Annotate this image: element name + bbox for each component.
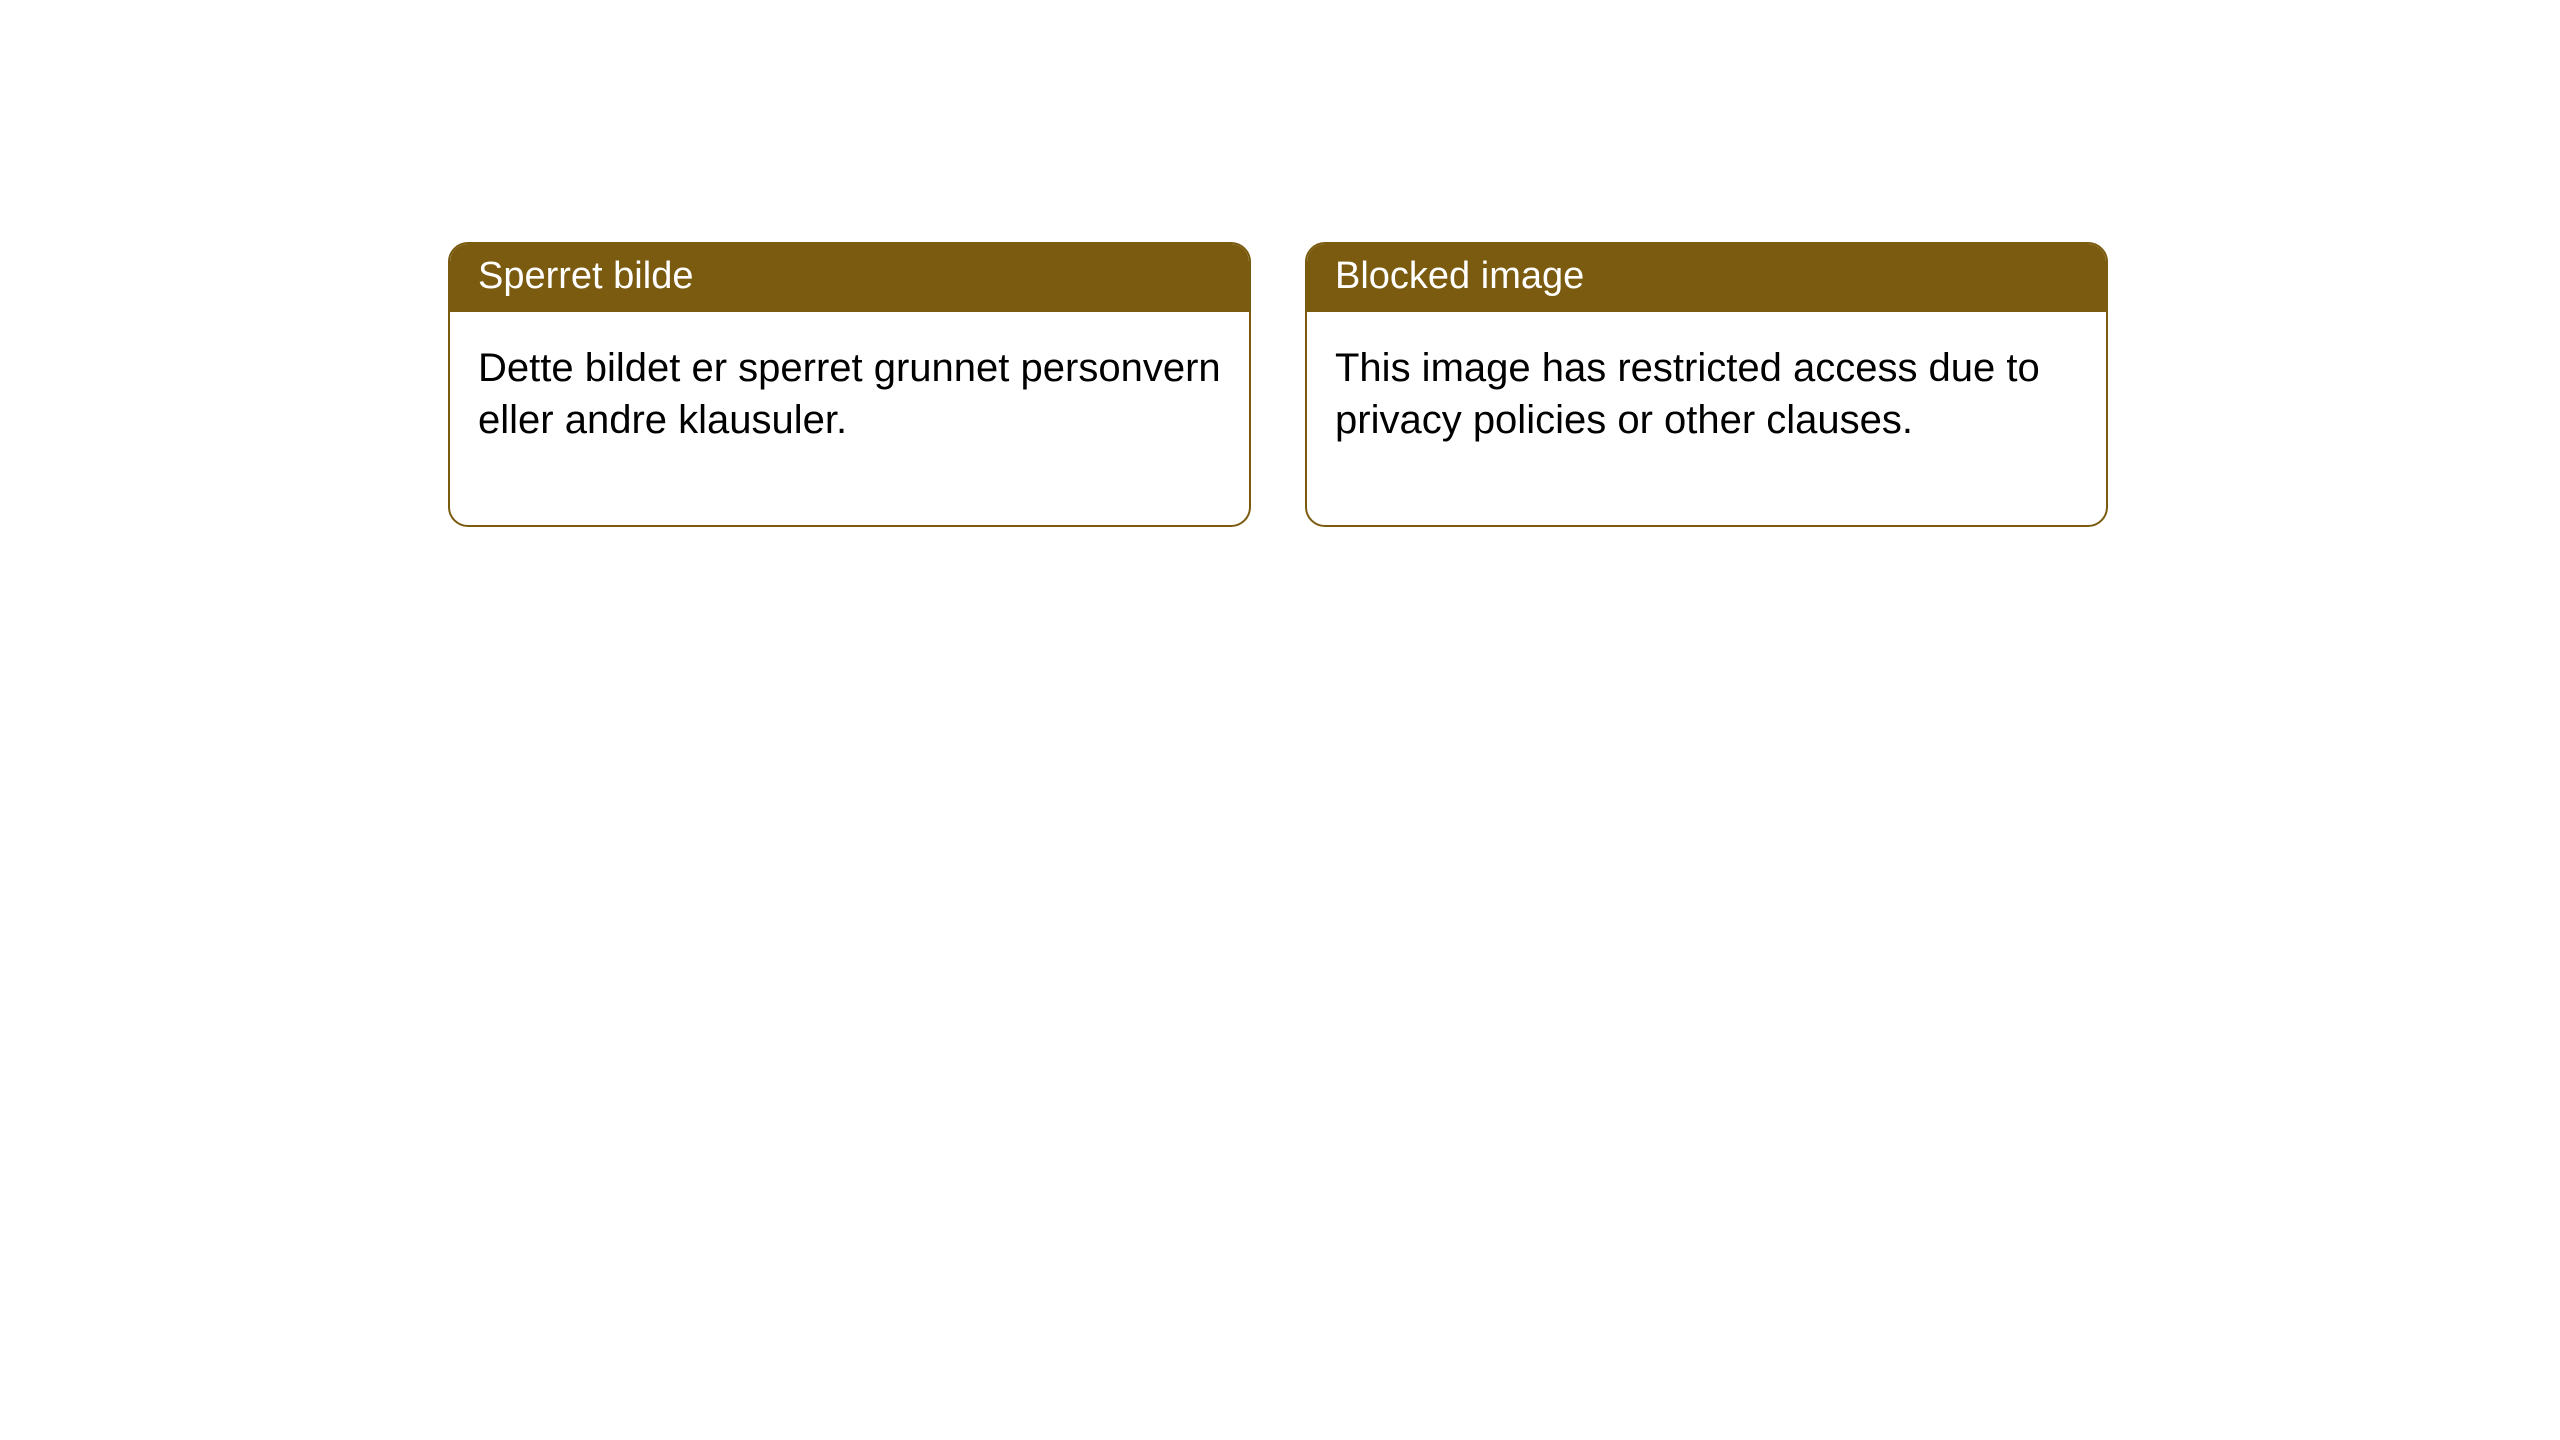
notice-card-no-body: Dette bildet er sperret grunnet personve… xyxy=(450,312,1249,526)
notice-card-en: Blocked image This image has restricted … xyxy=(1305,242,2108,527)
notice-card-en-body: This image has restricted access due to … xyxy=(1307,312,2106,526)
notice-card-en-title: Blocked image xyxy=(1307,244,2106,312)
notice-container: Sperret bilde Dette bildet er sperret gr… xyxy=(448,242,2108,527)
notice-card-no-title: Sperret bilde xyxy=(450,244,1249,312)
notice-card-no: Sperret bilde Dette bildet er sperret gr… xyxy=(448,242,1251,527)
